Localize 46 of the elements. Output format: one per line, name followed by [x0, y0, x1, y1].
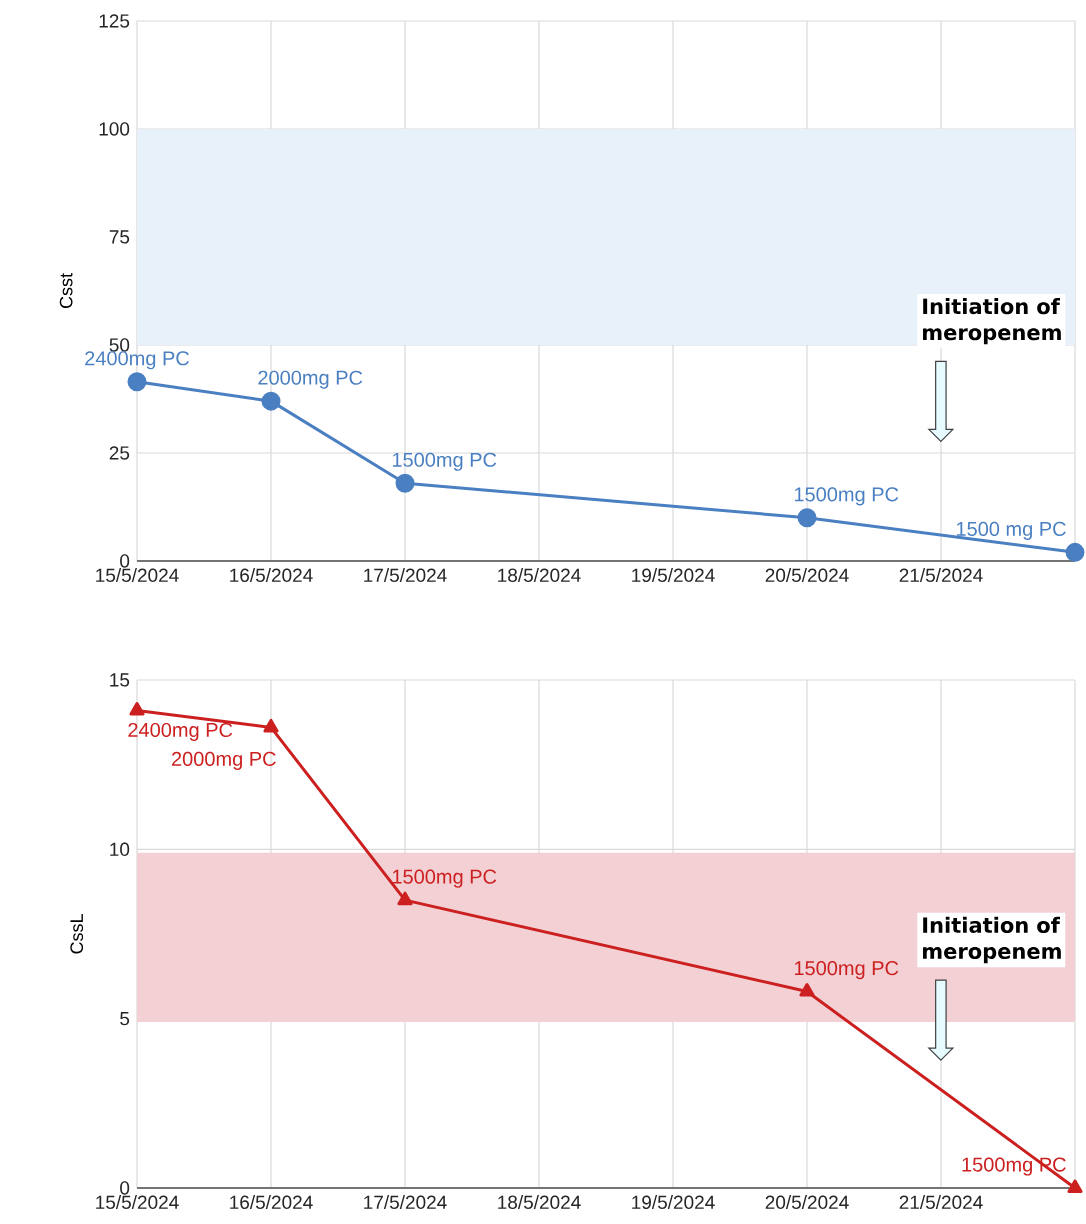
point [263, 718, 279, 733]
y-tick-label: 125 [99, 14, 130, 28]
annotation: 1500mg PC [392, 869, 497, 888]
y-tick-label: 100 [99, 122, 130, 136]
annotation: 1500mg PC [392, 452, 497, 471]
y-tick-label: 0 [120, 1181, 130, 1195]
x-tick-label: 16/5/2024 [230, 1195, 313, 1210]
point [261, 391, 281, 411]
x-tick-label: 18/5/2024 [498, 1195, 581, 1210]
y-tick-label: 5 [120, 1012, 130, 1026]
annotation: Initiation of meropenem [923, 916, 1061, 964]
point [397, 891, 413, 906]
annotation: 2000mg PC [171, 751, 276, 770]
point [395, 473, 415, 493]
annotation: 1500mg PC [794, 487, 899, 506]
point [799, 983, 815, 997]
x-tick-label: 21/5/2024 [899, 1195, 983, 1210]
x-tick-label: 21/5/2024 [899, 568, 983, 583]
point [797, 508, 817, 528]
point [129, 701, 145, 716]
x-tick-label: 15/5/2024 [96, 568, 179, 583]
x-tick-label: 19/5/2024 [632, 568, 715, 583]
y-tick-label: 0 [120, 554, 130, 568]
y-tick-label: 15 [110, 673, 130, 687]
annotation: 1500 mg PC [956, 521, 1066, 540]
x-tick-label: 16/5/2024 [230, 568, 313, 583]
annotation: 2000mg PC [258, 370, 363, 389]
x-tick-label: 20/5/2024 [765, 568, 849, 583]
annotation: 2400mg PC [128, 722, 233, 741]
x-tick-label: 15/5/2024 [96, 1195, 179, 1210]
x-tick-label: 20/5/2024 [765, 1195, 849, 1210]
annotation: 1500mg PC [794, 961, 899, 980]
x-tick-label: 19/5/2024 [632, 1195, 715, 1210]
annotation: 2400mg PC [85, 351, 190, 370]
y-tick-label: 75 [109, 230, 130, 244]
x-tick-label: 17/5/2024 [364, 1195, 447, 1210]
y-tick-label: 50 [109, 338, 130, 352]
y-axis-title: CssL [70, 914, 84, 954]
x-tick-label: 18/5/2024 [498, 568, 581, 583]
point [1067, 1179, 1083, 1193]
y-tick-label: 25 [109, 446, 130, 460]
annotation: Initiation of meropenem [923, 298, 1061, 345]
point [127, 372, 147, 392]
x-tick-label: 17/5/2024 [364, 568, 447, 583]
y-tick-label: 10 [110, 842, 130, 857]
y-axis-title: Csst [59, 273, 73, 309]
